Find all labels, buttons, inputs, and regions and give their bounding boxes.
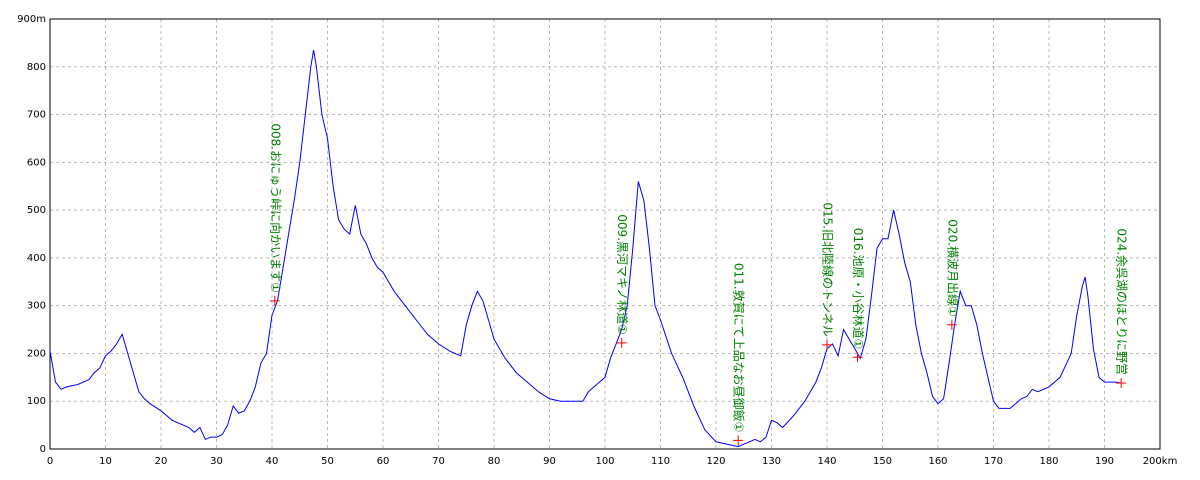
x-tick-label: 190 <box>1095 456 1114 467</box>
waypoint-label: 024.余呉湖のほとりに野営 <box>1115 228 1130 375</box>
x-tick-label: 40 <box>266 456 279 467</box>
y-tick-label: 100 <box>27 396 46 407</box>
y-tick-label: 600 <box>27 157 46 168</box>
y-tick-label: 0 <box>40 444 46 455</box>
x-tick-label: 180 <box>1039 456 1058 467</box>
waypoint-label: 020.横波月出線① <box>945 219 960 316</box>
plot-frame <box>49 18 1161 450</box>
x-tick-label: 140 <box>817 456 836 467</box>
x-tick-label: 170 <box>984 456 1003 467</box>
waypoint-marker <box>733 435 744 446</box>
x-tick-label: 100 <box>595 456 614 467</box>
x-tick-label: 70 <box>432 456 445 467</box>
y-tick-label: 200 <box>27 348 46 359</box>
y-tick-label: 700 <box>27 110 46 121</box>
waypoint-marker <box>269 295 280 306</box>
y-tick-label: 900m <box>17 14 46 25</box>
y-tick-label: 500 <box>27 205 46 216</box>
waypoint-label: 016.池原・小谷林道① <box>851 228 865 349</box>
waypoint-marker <box>946 319 957 330</box>
x-tick-label: 200km <box>1143 456 1178 467</box>
elevation-line <box>49 50 1122 448</box>
waypoint-marker <box>1116 378 1127 389</box>
x-tick-label: 50 <box>321 456 334 467</box>
waypoint-label: 015.旧北陸線のトンネル <box>821 202 836 336</box>
waypoint-label: 009.黒河マキノ林道① <box>615 214 629 335</box>
waypoint-marker <box>822 339 832 350</box>
x-tick-label: 80 <box>488 456 501 467</box>
x-tick-label: 10 <box>99 456 112 467</box>
x-tick-label: 90 <box>543 456 556 467</box>
x-tick-label: 60 <box>377 456 390 467</box>
x-tick-label: 120 <box>706 456 725 467</box>
y-tick-label: 800 <box>27 62 46 73</box>
x-tick-label: 150 <box>873 456 892 467</box>
x-tick-label: 0 <box>47 456 53 467</box>
x-tick-label: 130 <box>762 456 781 467</box>
y-tick-label: 300 <box>27 301 46 312</box>
x-tick-label: 20 <box>155 456 168 467</box>
x-tick-label: 110 <box>651 456 670 467</box>
waypoint-label: 008.おにゅう峠に向かいます① <box>268 123 283 292</box>
waypoint-marker <box>616 337 627 348</box>
x-tick-label: 30 <box>210 456 223 467</box>
x-tick-label: 160 <box>928 456 947 467</box>
waypoint-label: 011.敦賀にて上品なお昼御飯① <box>732 263 747 432</box>
waypoint-marker <box>852 352 863 363</box>
y-tick-label: 400 <box>27 253 46 264</box>
